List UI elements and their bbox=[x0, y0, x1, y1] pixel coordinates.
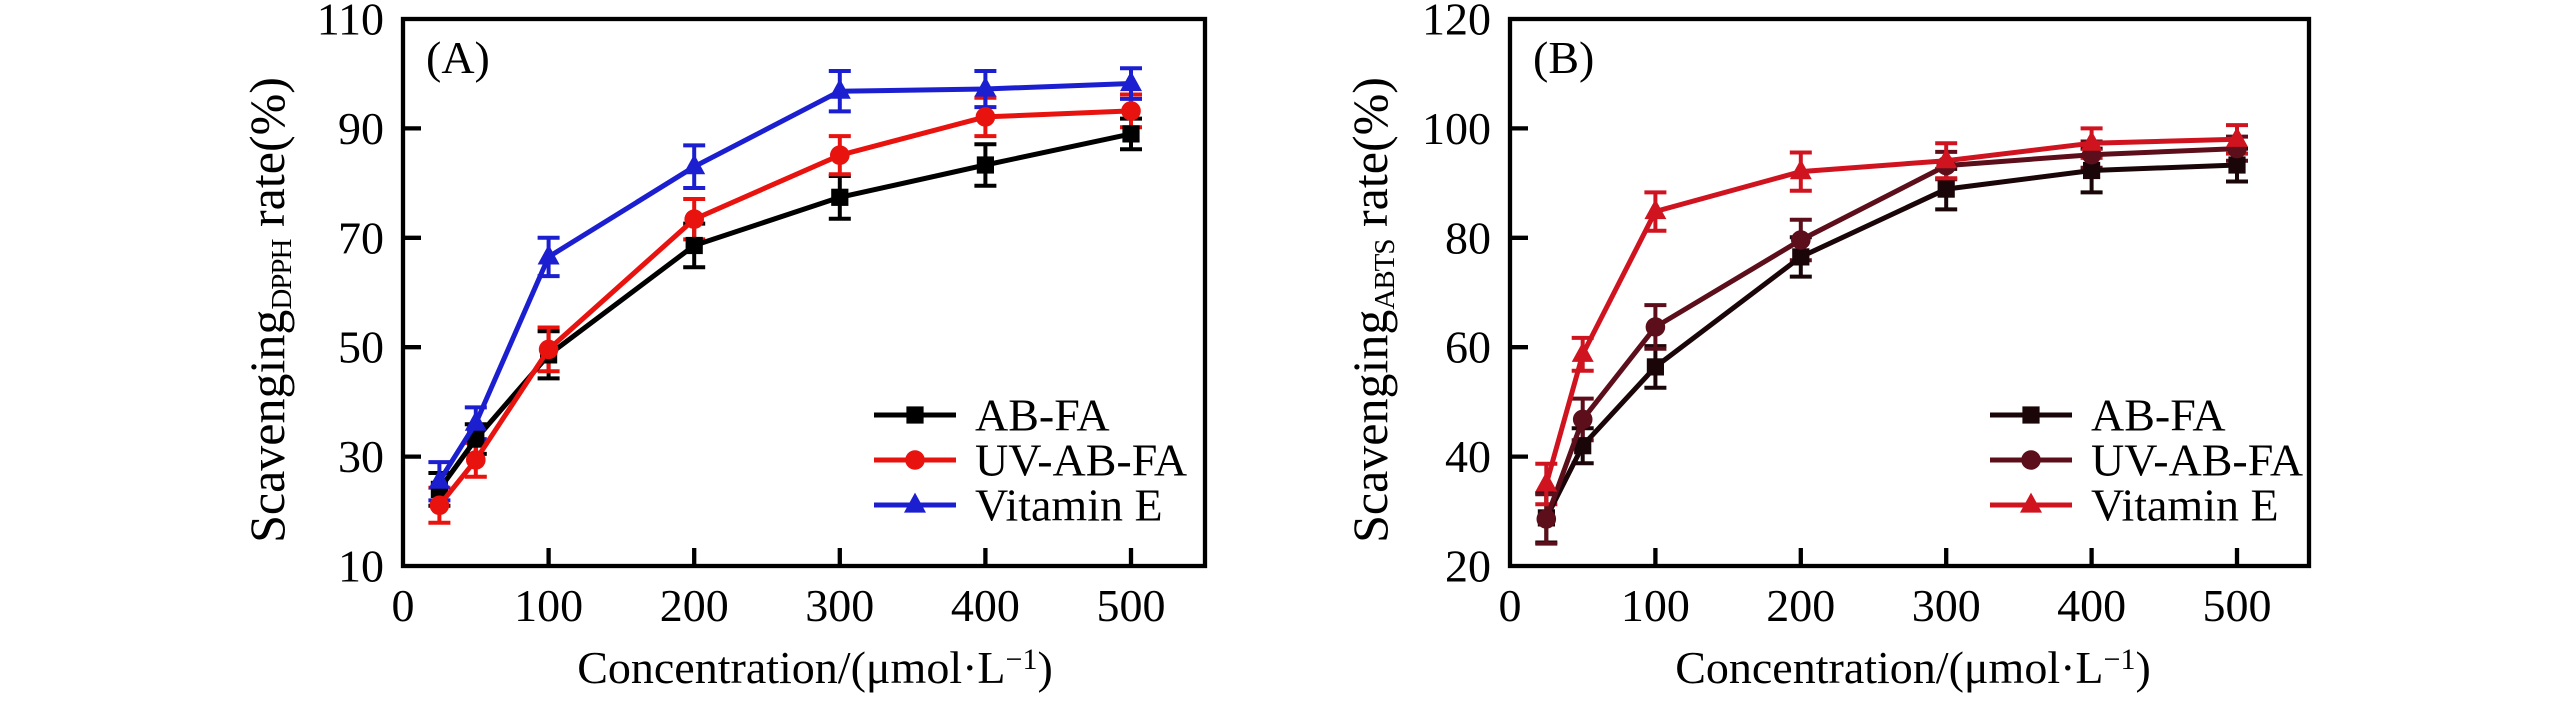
svg-text:200: 200 bbox=[660, 580, 729, 631]
svg-text:Concentration/(μmol·L−1): Concentration/(μmol·L−1) bbox=[1675, 642, 2151, 693]
svg-text:50: 50 bbox=[338, 322, 384, 373]
svg-text:500: 500 bbox=[1097, 580, 1166, 631]
svg-text:ScavengingDPPH rate(%): ScavengingDPPH rate(%) bbox=[239, 77, 298, 543]
svg-text:120: 120 bbox=[1422, 0, 1491, 45]
svg-text:400: 400 bbox=[2057, 580, 2126, 631]
svg-text:(A): (A) bbox=[426, 32, 490, 83]
svg-text:UV-AB-FA: UV-AB-FA bbox=[2091, 435, 2303, 486]
svg-text:100: 100 bbox=[1422, 103, 1491, 154]
svg-text:40: 40 bbox=[1445, 431, 1491, 482]
svg-text:100: 100 bbox=[1621, 580, 1690, 631]
svg-text:Vitamin E: Vitamin E bbox=[2091, 480, 2279, 531]
svg-text:Vitamin E: Vitamin E bbox=[975, 480, 1163, 531]
svg-text:AB-FA: AB-FA bbox=[975, 390, 1110, 441]
svg-text:30: 30 bbox=[338, 431, 384, 482]
svg-text:AB-FA: AB-FA bbox=[2091, 390, 2226, 441]
svg-text:ScavengingABTS rate(%): ScavengingABTS rate(%) bbox=[1342, 77, 1401, 543]
svg-text:0: 0 bbox=[1499, 580, 1522, 631]
svg-text:200: 200 bbox=[1766, 580, 1835, 631]
svg-text:300: 300 bbox=[1912, 580, 1981, 631]
svg-text:90: 90 bbox=[338, 103, 384, 154]
svg-text:10: 10 bbox=[338, 541, 384, 592]
svg-text:100: 100 bbox=[514, 580, 583, 631]
svg-text:(B): (B) bbox=[1533, 32, 1594, 83]
svg-text:0: 0 bbox=[392, 580, 415, 631]
svg-text:UV-AB-FA: UV-AB-FA bbox=[975, 435, 1187, 486]
svg-text:300: 300 bbox=[805, 580, 874, 631]
svg-text:400: 400 bbox=[951, 580, 1020, 631]
svg-text:110: 110 bbox=[317, 0, 384, 45]
svg-text:80: 80 bbox=[1445, 212, 1491, 263]
svg-text:500: 500 bbox=[2203, 580, 2272, 631]
svg-text:60: 60 bbox=[1445, 322, 1491, 373]
svg-text:Concentration/(μmol·L−1): Concentration/(μmol·L−1) bbox=[577, 642, 1053, 693]
svg-text:20: 20 bbox=[1445, 541, 1491, 592]
svg-text:70: 70 bbox=[338, 212, 384, 263]
